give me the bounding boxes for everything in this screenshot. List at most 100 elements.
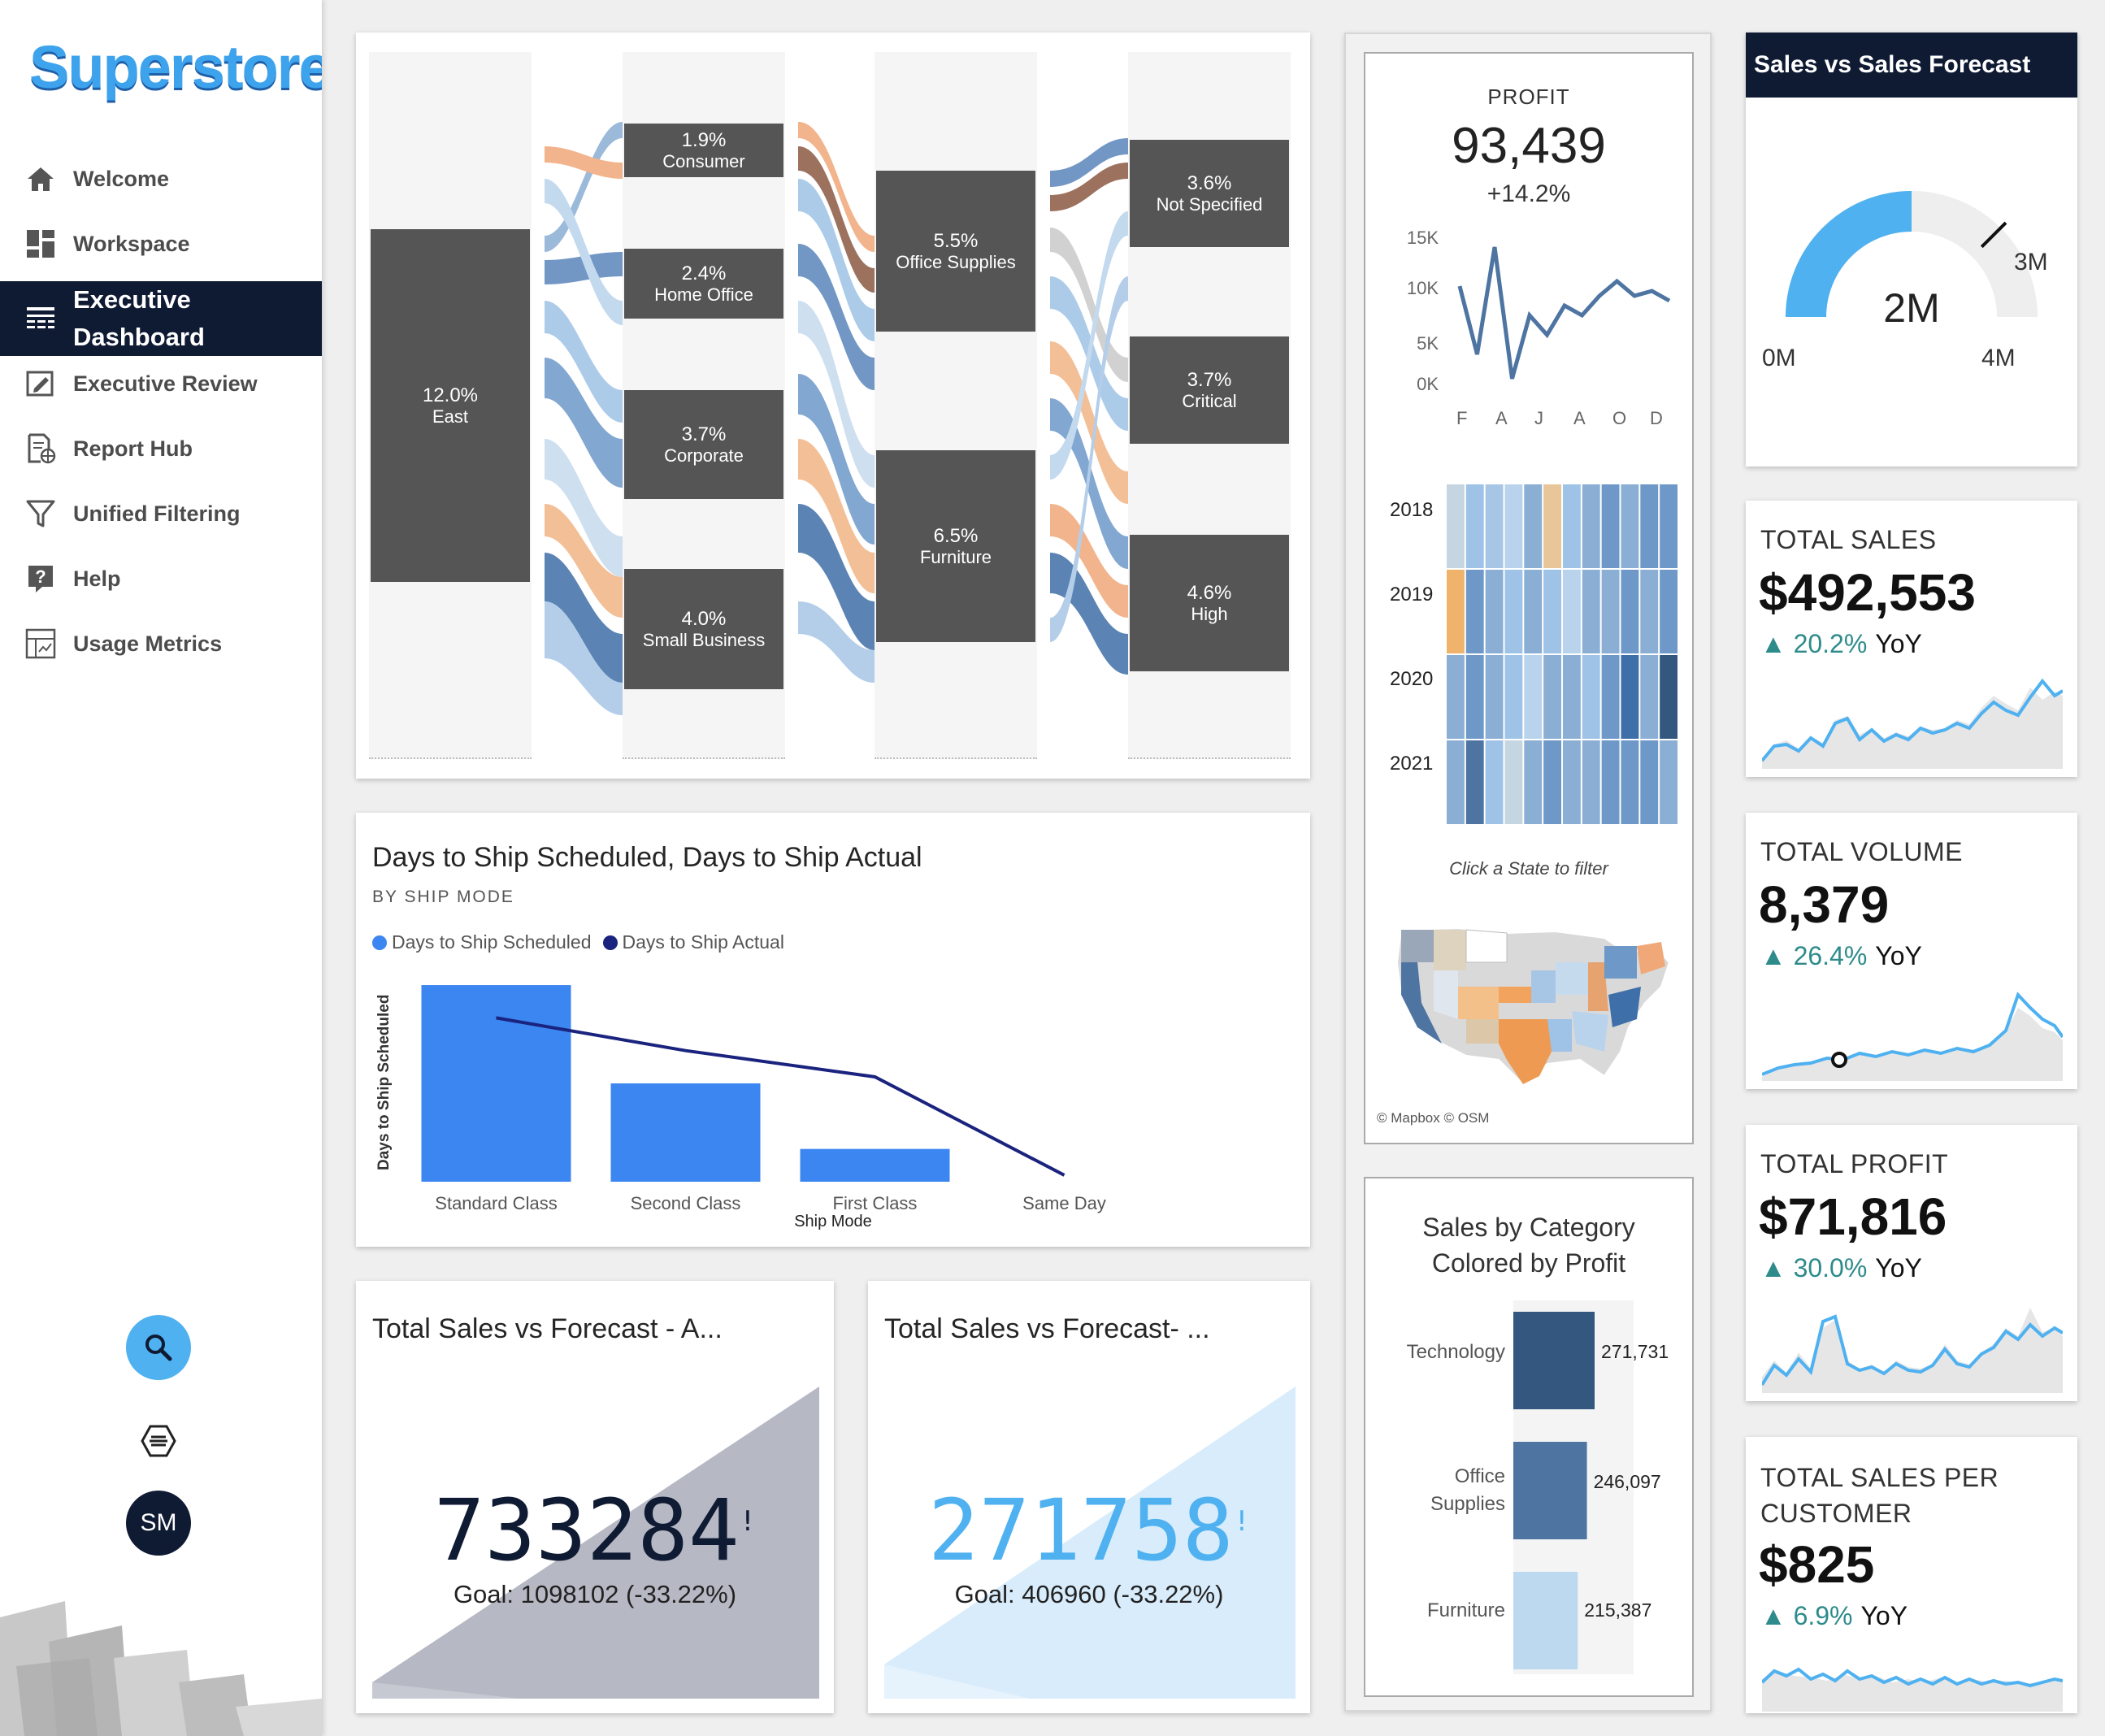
nav-workspace[interactable]: Workspace	[0, 211, 322, 276]
heatmap-cell	[1660, 655, 1677, 739]
us-states-map[interactable]	[1385, 922, 1677, 1092]
heatmap-cell	[1601, 740, 1620, 824]
legend-swatch-actual	[602, 935, 618, 950]
sankey-node-pct: 4.0%	[681, 607, 727, 630]
kpi-card-sales-per-customer: TOTAL SALES PER CUSTOMER $825 ▲ 6.9% YoY	[1746, 1437, 2077, 1713]
decorative-cubes-graphic	[0, 1601, 322, 1736]
search-button[interactable]	[126, 1315, 191, 1380]
gauge-value-label: 2M	[1883, 285, 1940, 331]
heatmap-cell	[1582, 570, 1600, 653]
dashboard-icon	[23, 301, 59, 336]
nav-executive-label-line2: Dashboard	[73, 323, 205, 351]
user-avatar[interactable]: SM	[126, 1491, 191, 1556]
bar-days-scheduled	[610, 1083, 761, 1182]
sparkline-marker[interactable]	[1831, 1052, 1847, 1068]
nav-usage-metrics[interactable]: Usage Metrics	[0, 611, 322, 676]
sankey-node-name: Corporate	[664, 445, 744, 467]
forecast-b-alert-icon: !	[1233, 1505, 1251, 1538]
sankey-node-critical[interactable]: 3.7% Critical	[1130, 336, 1289, 444]
legend-label-actual[interactable]: Days to Ship Actual	[622, 931, 784, 953]
gauge-chart	[1786, 191, 2038, 318]
kpi-sparkline-volume	[1762, 992, 2063, 1081]
ship-chart-subtitle: BY SHIP MODE	[372, 888, 514, 906]
sankey-node-pct: 6.5%	[933, 524, 979, 547]
help-icon: ?	[23, 561, 59, 597]
heatmap-year-2018: 2018	[1390, 499, 1434, 521]
kpi-yoy: YoY	[1875, 941, 1922, 970]
review-icon	[23, 366, 59, 401]
gauge-title: Sales vs Sales Forecast	[1746, 33, 2077, 98]
ship-chart-x-axis-label: Ship Mode	[356, 1213, 1310, 1231]
nav-executive-dashboard-label: Executive Dashboard	[73, 281, 205, 356]
nav-executive-dashboard[interactable]: Executive Dashboard	[0, 281, 322, 356]
heatmap-cell	[1504, 655, 1523, 739]
sankey-node-corporate[interactable]: 3.7% Corporate	[624, 390, 783, 499]
sankey-node-pct: 5.5%	[933, 229, 979, 252]
heatmap-cell	[1447, 655, 1465, 739]
legend-label-scheduled[interactable]: Days to Ship Scheduled	[392, 931, 592, 953]
heatmap-cell	[1563, 570, 1581, 653]
gauge-card: Sales vs Sales Forecast 2M 0M 4M 3M	[1746, 33, 2077, 467]
sankey-node-consumer[interactable]: 1.9% Consumer	[624, 124, 783, 177]
profit-x-tick: O	[1612, 408, 1627, 428]
sankey-node-not-specified[interactable]: 3.6% Not Specified	[1130, 140, 1289, 247]
sankey-node-high[interactable]: 4.6% High	[1130, 535, 1289, 671]
kpi-yoy: YoY	[1860, 1601, 1908, 1630]
bar-days-scheduled	[421, 985, 571, 1182]
nav-welcome[interactable]: Welcome	[0, 146, 322, 211]
profit-sparkline	[1457, 246, 1671, 380]
heatmap-cell	[1465, 655, 1484, 739]
kpi-value: $492,553	[1759, 563, 1976, 622]
kpi-sparkline-sales	[1762, 678, 2063, 769]
heatmap-cell	[1524, 655, 1543, 739]
sankey-node-home-office[interactable]: 2.4% Home Office	[624, 249, 783, 319]
nav-report-hub[interactable]: Report Hub	[0, 416, 322, 481]
bar-days-scheduled	[800, 1148, 950, 1182]
legend-swatch-scheduled	[372, 935, 387, 950]
sankey-node-name: Home Office	[654, 284, 753, 306]
sankey-node-small-business[interactable]: 4.0% Small Business	[624, 569, 783, 689]
profit-panel: PROFIT 93,439 +14.2% 15K 10K 5K 0K F A J…	[1344, 33, 1712, 1712]
profit-x-tick: A	[1495, 408, 1508, 428]
category-bar	[1513, 1572, 1578, 1669]
nav-unified-filtering[interactable]: Unified Filtering	[0, 481, 322, 546]
sankey-node-furniture[interactable]: 6.5% Furniture	[876, 450, 1035, 642]
gauge-max-label: 4M	[1981, 345, 2016, 371]
sankey-node-name: Consumer	[662, 151, 745, 172]
sankey-node-pct: 1.9%	[681, 128, 727, 151]
kpi-card-total-volume: TOTAL VOLUME 8,379 ▲ 26.4% YoY	[1746, 813, 2077, 1089]
category-label-technology: Technology	[1406, 1341, 1505, 1363]
ship-chart-plot: Standard Class Second Class First Class Sam…	[421, 985, 1106, 1213]
kpi-card-total-profit: TOTAL PROFIT $71,816 ▲ 30.0% YoY	[1746, 1125, 2077, 1401]
heatmap-cell	[1543, 740, 1561, 824]
forecast-b-area	[884, 1387, 1296, 1699]
kpi-yoy: YoY	[1875, 1253, 1922, 1282]
kpi-delta-value: 30.0%	[1793, 1253, 1868, 1282]
sankey-node-pct: 3.6%	[1187, 171, 1232, 194]
sidebar: Superstore Welcome Workspace Executive D…	[0, 0, 322, 1736]
sankey-node-name: Office Supplies	[896, 252, 1016, 273]
nav-executive-review-label: Executive Review	[73, 371, 258, 396]
profit-x-tick: J	[1534, 408, 1543, 428]
superstore-logo[interactable]: Superstore	[29, 33, 322, 101]
heatmap-cell	[1582, 484, 1600, 568]
up-triangle-icon: ▲	[1760, 1601, 1786, 1630]
profit-y-tick-10k: 10K	[1406, 278, 1439, 298]
profit-heatmap[interactable]	[1447, 484, 1679, 826]
nav-help[interactable]: ? Help	[0, 546, 322, 611]
x-tick-label: First Class	[833, 1193, 918, 1213]
menu-button[interactable]	[135, 1417, 182, 1465]
sankey-node-office-supplies[interactable]: 5.5% Office Supplies	[876, 171, 1035, 332]
kpi-sparkline-profit	[1762, 1308, 2063, 1393]
heatmap-cell	[1621, 484, 1639, 568]
heatmap-year-2019: 2019	[1390, 584, 1434, 605]
map-filter-hint: Click a State to filter	[1449, 858, 1608, 879]
sankey-node-east[interactable]: 12.0% East	[371, 229, 530, 582]
nav-executive-review[interactable]: Executive Review	[0, 351, 322, 416]
heatmap-cell	[1504, 740, 1523, 824]
forecast-b-value-wrap: 271758!	[868, 1481, 1310, 1580]
heatmap-cell	[1524, 740, 1543, 824]
heatmap-cell	[1485, 740, 1504, 824]
home-icon	[23, 161, 59, 197]
heatmap-cell	[1504, 484, 1523, 568]
